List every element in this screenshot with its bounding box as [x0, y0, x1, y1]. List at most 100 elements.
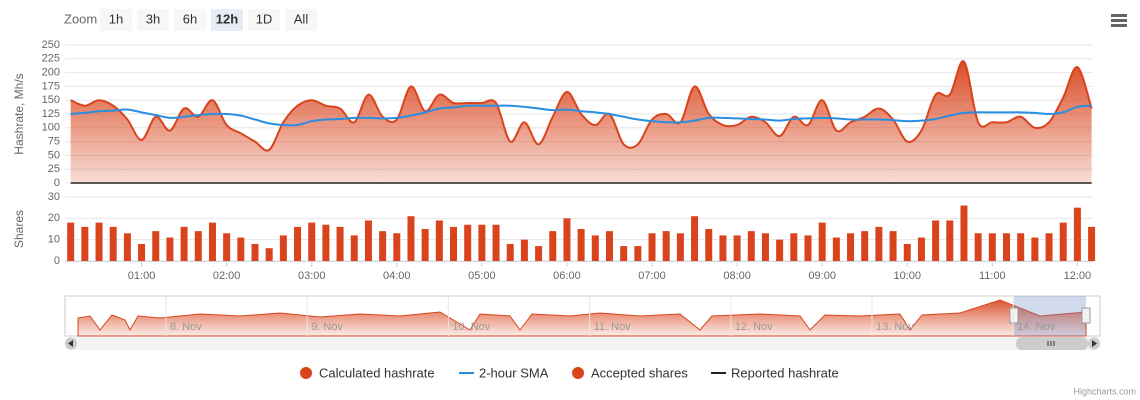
zoom-button-label: 1D: [256, 11, 273, 26]
zoom-button-label: 12h: [216, 11, 238, 26]
navigator-label: 10. Nov: [452, 321, 490, 333]
bar: [506, 243, 514, 261]
bar: [1088, 226, 1096, 261]
scrollbar-arrow: [68, 340, 73, 347]
bar: [988, 233, 996, 261]
zoom-button[interactable]: 6h: [174, 9, 206, 31]
menu-bar: [1111, 14, 1127, 17]
y-tick-label: 250: [42, 39, 60, 51]
y-tick-label: 175: [42, 80, 60, 92]
navigator-series: [77, 299, 1087, 337]
x-tick-label: 07:00: [638, 270, 666, 282]
line: [70, 104, 1092, 127]
bar: [676, 233, 684, 261]
zoom-button-bg: [100, 9, 132, 31]
scrollbar-track[interactable]: [65, 337, 1100, 350]
y2-tick-label: 10: [48, 234, 60, 246]
y-tick-label: 225: [42, 53, 60, 65]
bar: [946, 220, 954, 261]
zoom-button[interactable]: 1h: [100, 9, 132, 31]
bar: [903, 243, 911, 261]
legend-label: Reported hashrate: [731, 365, 839, 380]
zoom-button-label: 1h: [109, 11, 123, 26]
bar: [662, 231, 670, 261]
legend-item[interactable]: 2-hour SMA: [459, 365, 549, 380]
bar: [138, 243, 146, 261]
x-tick-label: 10:00: [893, 270, 921, 282]
bar: [1073, 207, 1081, 261]
bar: [847, 233, 855, 261]
legend-symbol: [300, 367, 312, 379]
bar: [889, 231, 897, 261]
navigator-label: 12. Nov: [735, 321, 773, 333]
menu-button[interactable]: [1104, 8, 1134, 34]
y2-axis-title: Shares: [12, 210, 26, 248]
bar: [1059, 222, 1067, 261]
bar: [719, 235, 727, 261]
bar: [322, 224, 330, 261]
bar: [832, 237, 840, 261]
credits[interactable]: Highcharts.com: [1073, 386, 1136, 396]
zoom-button[interactable]: 3h: [137, 9, 169, 31]
navigator-label: 8. Nov: [170, 321, 202, 333]
bar: [974, 233, 982, 261]
scrollbar-thumb[interactable]: [1016, 337, 1088, 350]
navigator-handle[interactable]: [1081, 307, 1091, 324]
legend-item[interactable]: Calculated hashrate: [300, 365, 435, 380]
y-tick-label: 100: [42, 122, 60, 134]
x-tick-label: 12:00: [1064, 270, 1092, 282]
bar: [1003, 233, 1011, 261]
bar: [67, 222, 75, 261]
zoom-button-bg: [248, 9, 280, 31]
bar: [705, 229, 713, 261]
y2-tick-label: 30: [48, 191, 60, 203]
bar: [605, 231, 613, 261]
legend-label: Calculated hashrate: [319, 365, 435, 380]
x-tick-label: 06:00: [553, 270, 581, 282]
bar: [251, 243, 259, 261]
bar: [364, 220, 372, 261]
navigator-label: 9. Nov: [311, 321, 343, 333]
bar: [109, 226, 117, 261]
y-tick-label: 50: [48, 149, 60, 161]
y2-tick-label: 20: [48, 212, 60, 224]
legend-label: Accepted shares: [591, 365, 688, 380]
bar: [166, 237, 174, 261]
scrollbar-grip: [1047, 341, 1055, 346]
bar: [350, 235, 358, 261]
bar: [1017, 233, 1025, 261]
bar: [747, 231, 755, 261]
bar: [917, 237, 925, 261]
bar: [152, 231, 160, 261]
bar: [223, 233, 231, 261]
legend-symbol: [572, 367, 584, 379]
bar: [208, 222, 216, 261]
y-axis-title: Hashrate, Mh/s: [12, 73, 26, 154]
legend-item[interactable]: Accepted shares: [572, 365, 688, 380]
y-tick-label: 125: [42, 108, 60, 120]
bar: [861, 231, 869, 261]
navigator-selection[interactable]: [1014, 296, 1086, 336]
bar: [535, 246, 543, 261]
bar: [733, 235, 741, 261]
zoom-button-label: 3h: [146, 11, 160, 26]
bar: [875, 226, 883, 261]
x-tick-label: 05:00: [468, 270, 496, 282]
bar: [818, 222, 826, 261]
zoom-button[interactable]: 1D: [248, 9, 280, 31]
zoom-button-bg: [211, 9, 243, 31]
navigator-label: 14. Nov: [1017, 321, 1055, 333]
navigator-label: 13. Nov: [876, 321, 914, 333]
x-tick-label: 04:00: [383, 270, 411, 282]
bar: [180, 226, 188, 261]
bar: [478, 224, 486, 261]
navigator-handle[interactable]: [1009, 307, 1019, 324]
legend-item[interactable]: Reported hashrate: [711, 365, 839, 380]
zoom-button[interactable]: 12h: [211, 9, 243, 31]
zoom-button-bg: [174, 9, 206, 31]
bar: [648, 233, 656, 261]
bar: [450, 226, 458, 261]
bar: [549, 231, 557, 261]
zoom-button[interactable]: All: [285, 9, 317, 31]
